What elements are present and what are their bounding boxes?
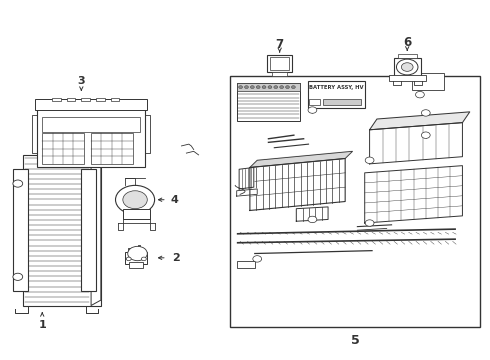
Bar <box>308 81 365 108</box>
Bar <box>52 98 61 101</box>
Bar <box>323 99 361 105</box>
Polygon shape <box>250 151 352 167</box>
Circle shape <box>274 86 278 89</box>
Polygon shape <box>296 207 328 221</box>
Bar <box>67 98 75 101</box>
Bar <box>129 262 143 268</box>
Bar <box>270 57 290 70</box>
Polygon shape <box>239 167 254 189</box>
Bar <box>123 209 150 220</box>
Text: 1: 1 <box>38 320 46 330</box>
Circle shape <box>116 185 155 214</box>
Circle shape <box>245 86 248 89</box>
Circle shape <box>13 273 23 280</box>
Bar <box>13 169 27 291</box>
Circle shape <box>262 86 266 89</box>
Circle shape <box>253 256 262 262</box>
Bar <box>37 101 145 167</box>
Text: 5: 5 <box>350 334 359 347</box>
Circle shape <box>250 86 254 89</box>
Bar <box>398 54 417 58</box>
Circle shape <box>239 86 243 89</box>
Circle shape <box>396 59 418 75</box>
Bar <box>230 76 480 327</box>
Text: 2: 2 <box>172 253 179 263</box>
Circle shape <box>280 86 284 89</box>
Bar <box>96 98 105 101</box>
Bar <box>237 83 300 121</box>
Circle shape <box>142 257 147 261</box>
Polygon shape <box>369 112 470 130</box>
Bar <box>35 99 147 110</box>
Bar <box>412 73 444 90</box>
Bar <box>310 99 320 105</box>
Polygon shape <box>250 158 345 211</box>
Circle shape <box>13 180 23 187</box>
Circle shape <box>308 216 317 223</box>
Circle shape <box>292 86 295 89</box>
Bar <box>91 134 133 164</box>
Bar <box>272 72 287 76</box>
Polygon shape <box>237 189 257 196</box>
Bar <box>81 98 90 101</box>
Circle shape <box>256 86 260 89</box>
Text: 6: 6 <box>403 36 411 49</box>
Polygon shape <box>365 166 463 223</box>
Circle shape <box>123 191 147 209</box>
Bar <box>81 169 96 291</box>
Circle shape <box>128 246 147 261</box>
Circle shape <box>421 132 430 138</box>
Circle shape <box>268 86 272 89</box>
Bar <box>42 117 140 132</box>
Bar <box>42 134 84 164</box>
Bar <box>111 98 120 101</box>
Circle shape <box>401 63 413 71</box>
Circle shape <box>365 220 374 226</box>
Circle shape <box>365 157 374 163</box>
Bar <box>237 261 255 268</box>
Circle shape <box>126 257 131 261</box>
Text: 7: 7 <box>276 38 284 51</box>
Text: 3: 3 <box>77 76 85 86</box>
Bar <box>237 83 300 91</box>
Bar <box>394 58 421 76</box>
Bar <box>267 55 293 72</box>
Circle shape <box>421 110 430 116</box>
Polygon shape <box>91 149 101 306</box>
Circle shape <box>416 91 424 98</box>
Bar <box>125 252 147 264</box>
Circle shape <box>308 107 317 113</box>
Polygon shape <box>369 123 463 164</box>
Text: 4: 4 <box>170 195 178 205</box>
Circle shape <box>286 86 290 89</box>
Bar <box>389 75 426 81</box>
Text: BATTERY ASSY, HV: BATTERY ASSY, HV <box>309 85 364 90</box>
Bar <box>23 155 101 306</box>
